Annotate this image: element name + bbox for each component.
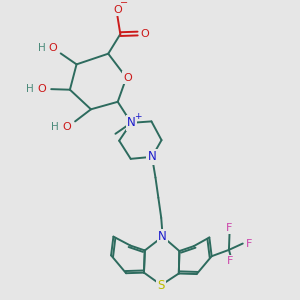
Text: +: + — [134, 112, 141, 121]
Text: O: O — [37, 84, 46, 94]
Text: S: S — [158, 278, 165, 292]
Text: F: F — [226, 223, 233, 233]
Text: F: F — [227, 256, 234, 266]
Text: H: H — [51, 122, 59, 132]
Text: H: H — [38, 43, 45, 53]
Text: N: N — [127, 116, 136, 129]
Text: F: F — [246, 238, 252, 248]
Text: O: O — [140, 28, 149, 38]
Text: N: N — [148, 150, 156, 163]
Text: O: O — [113, 5, 122, 15]
Text: N: N — [158, 230, 167, 243]
Text: H: H — [26, 84, 34, 94]
Text: O: O — [62, 122, 71, 132]
Text: O: O — [49, 43, 57, 53]
Text: O: O — [123, 73, 132, 82]
Text: −: − — [120, 0, 128, 8]
